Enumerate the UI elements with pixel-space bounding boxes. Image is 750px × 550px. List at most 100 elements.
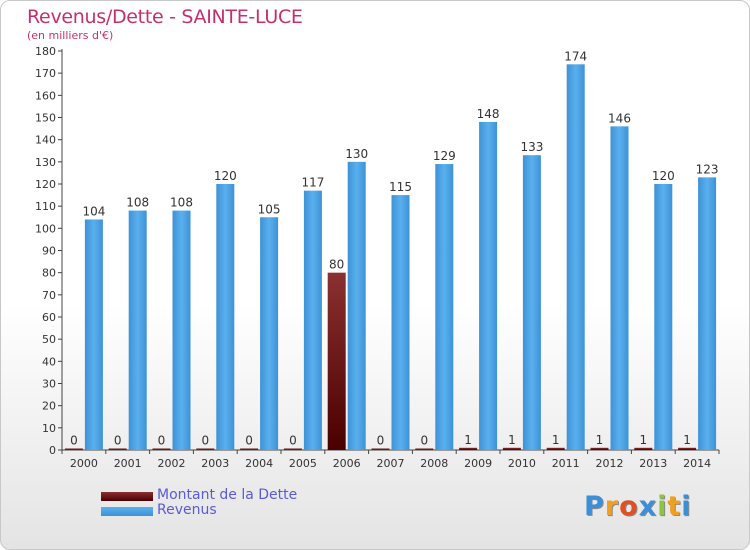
data-label-dette: 1 <box>552 433 560 447</box>
data-label-revenus: 117 <box>301 176 324 190</box>
y-tick-label: 40 <box>42 355 56 368</box>
bar-revenus <box>522 155 541 450</box>
data-label-dette: 0 <box>377 434 385 448</box>
legend-swatch-revenus <box>101 507 153 516</box>
bar-dette <box>590 447 609 450</box>
bar-dette <box>108 448 127 450</box>
data-label-dette: 1 <box>464 433 472 447</box>
x-tick-label: 2005 <box>289 457 317 470</box>
logo-letter: i <box>657 491 668 522</box>
x-tick-label: 2001 <box>114 457 142 470</box>
bar-dette <box>152 448 171 450</box>
bar-dette <box>634 447 653 450</box>
bar-dette <box>502 447 521 450</box>
y-tick-label: 170 <box>35 67 56 80</box>
y-tick-label: 30 <box>42 378 56 391</box>
y-tick-label: 140 <box>35 134 56 147</box>
bar-revenus <box>216 184 235 450</box>
x-tick-label: 2007 <box>377 457 405 470</box>
y-tick-label: 10 <box>42 422 56 435</box>
y-tick-label: 110 <box>35 200 56 213</box>
data-label-dette: 1 <box>508 433 516 447</box>
logo-letter: r <box>604 491 620 522</box>
data-label-revenus: 148 <box>477 107 500 121</box>
data-label-revenus: 120 <box>652 169 675 183</box>
x-tick-label: 2014 <box>683 457 711 470</box>
bar-revenus <box>391 195 410 450</box>
data-label-dette: 0 <box>289 434 297 448</box>
chart-title: Revenus/Dette - SAINTE-LUCE <box>27 6 303 28</box>
x-tick-label: 2002 <box>158 457 186 470</box>
bar-dette <box>64 448 83 450</box>
data-label-revenus: 129 <box>433 149 456 163</box>
data-label-dette: 0 <box>245 434 253 448</box>
x-tick-label: 2008 <box>420 457 448 470</box>
data-label-revenus: 105 <box>258 202 281 216</box>
y-tick-label: 60 <box>42 311 56 324</box>
data-label-revenus: 115 <box>389 180 412 194</box>
legend-swatch-dette <box>101 492 153 501</box>
logo-letter: P <box>584 491 605 522</box>
bar-revenus <box>84 219 103 450</box>
data-label-dette: 0 <box>70 434 78 448</box>
data-label-revenus: 133 <box>520 140 543 154</box>
data-label-dette: 80 <box>329 258 344 272</box>
y-tick-label: 150 <box>35 112 56 125</box>
data-label-revenus: 123 <box>696 162 719 176</box>
data-label-revenus: 108 <box>170 196 193 210</box>
bar-revenus <box>172 210 191 450</box>
y-tick-label: 180 <box>35 45 56 58</box>
bar-revenus <box>128 210 147 450</box>
x-tick-label: 2011 <box>552 457 580 470</box>
x-tick-label: 2006 <box>333 457 361 470</box>
x-tick-label: 2004 <box>245 457 273 470</box>
bar-revenus <box>654 184 673 450</box>
legend-label-revenus: Revenus <box>157 502 217 518</box>
x-tick-label: 2000 <box>70 457 98 470</box>
bar-dette <box>240 448 259 450</box>
bar-revenus <box>479 121 498 450</box>
data-label-revenus: 108 <box>126 196 149 210</box>
legend-label-dette: Montant de la Dette <box>157 487 298 503</box>
proxiti-logo: Proxiti <box>584 491 692 522</box>
y-tick-label: 130 <box>35 156 56 169</box>
bar-dette <box>196 448 215 450</box>
bar-revenus <box>260 217 279 450</box>
x-tick-label: 2010 <box>508 457 536 470</box>
chart-subtitle: (en milliers d'€) <box>27 29 114 42</box>
x-tick-label: 2009 <box>464 457 492 470</box>
data-label-revenus: 174 <box>564 49 587 63</box>
y-tick-label: 20 <box>42 400 56 413</box>
bar-dette <box>459 447 478 450</box>
y-tick-label: 160 <box>35 89 56 102</box>
data-label-dette: 0 <box>420 434 428 448</box>
data-label-dette: 1 <box>683 433 691 447</box>
bar-revenus <box>698 177 717 450</box>
data-label-revenus: 104 <box>82 204 105 218</box>
bar-dette <box>283 448 302 450</box>
y-tick-label: 70 <box>42 289 56 302</box>
y-tick-label: 120 <box>35 178 56 191</box>
logo-letter: x <box>638 491 658 522</box>
y-tick-label: 50 <box>42 333 56 346</box>
y-tick-label: 90 <box>42 245 56 258</box>
data-label-dette: 0 <box>114 434 122 448</box>
data-label-dette: 0 <box>201 434 209 448</box>
x-tick-label: 2013 <box>639 457 667 470</box>
bar-dette <box>371 448 390 450</box>
bar-dette <box>546 447 565 450</box>
bar-dette <box>327 272 346 450</box>
y-tick-label: 80 <box>42 267 56 280</box>
data-label-revenus: 120 <box>214 169 237 183</box>
logo-letter: o <box>619 491 639 522</box>
bar-revenus <box>303 190 322 450</box>
x-tick-label: 2003 <box>201 457 229 470</box>
data-label-dette: 1 <box>639 433 647 447</box>
bar-revenus <box>435 164 454 451</box>
logo-letter: t <box>667 491 682 522</box>
y-tick-label: 0 <box>49 444 56 457</box>
data-label-dette: 1 <box>596 433 604 447</box>
bar-revenus <box>566 64 585 451</box>
